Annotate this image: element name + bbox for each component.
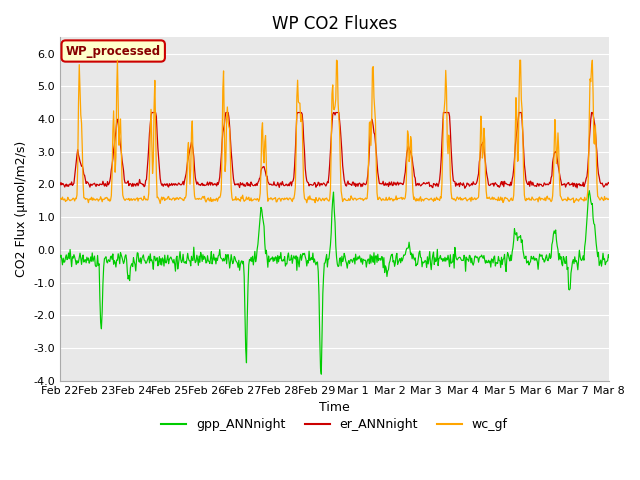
Legend: gpp_ANNnight, er_ANNnight, wc_gf: gpp_ANNnight, er_ANNnight, wc_gf	[156, 413, 513, 436]
Title: WP CO2 Fluxes: WP CO2 Fluxes	[272, 15, 397, 33]
Text: WP_processed: WP_processed	[66, 45, 161, 58]
Y-axis label: CO2 Flux (μmol/m2/s): CO2 Flux (μmol/m2/s)	[15, 141, 28, 277]
X-axis label: Time: Time	[319, 401, 350, 414]
